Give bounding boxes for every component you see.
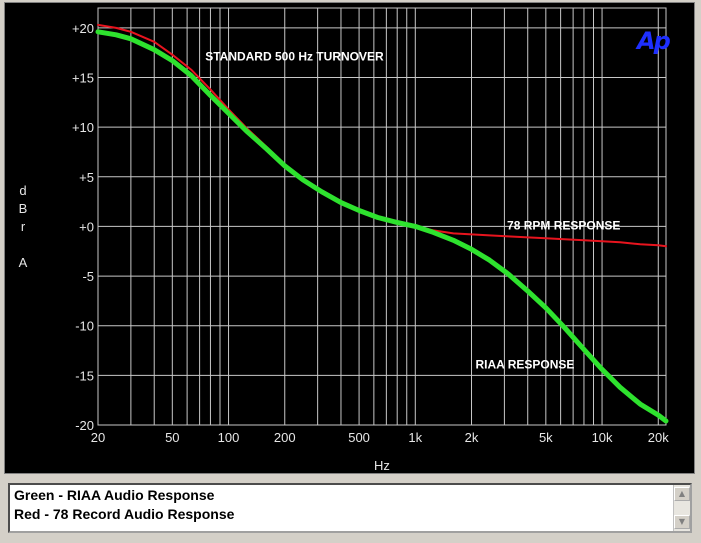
x-tick-label: 50 bbox=[165, 430, 179, 445]
x-tick-label: 500 bbox=[348, 430, 370, 445]
scroll-up-button[interactable]: ▲ bbox=[674, 487, 690, 501]
y-axis-label-char: r bbox=[21, 219, 26, 234]
x-tick-label: 200 bbox=[274, 430, 296, 445]
legend-line-green: Green - RIAA Audio Response bbox=[14, 487, 215, 503]
legend-panel: Green - RIAA Audio Response Red - 78 Rec… bbox=[8, 483, 692, 533]
y-tick-label: -10 bbox=[75, 319, 94, 334]
y-axis-label-char: d bbox=[19, 183, 26, 198]
annotation-standard-turnover: STANDARD 500 Hz TURNOVER bbox=[205, 50, 384, 64]
y-tick-label: +0 bbox=[79, 219, 94, 234]
ap-logo: Ap bbox=[637, 27, 671, 55]
y-tick-label: +20 bbox=[72, 21, 94, 36]
x-axis-label: Hz bbox=[374, 458, 390, 473]
annotation-78-rpm: 78 RPM RESPONSE bbox=[507, 218, 620, 232]
x-tick-label: 20 bbox=[91, 430, 105, 445]
x-tick-label: 10k bbox=[592, 430, 613, 445]
y-axis-label-char: B bbox=[19, 201, 28, 216]
x-tick-label: 5k bbox=[539, 430, 553, 445]
y-tick-label: +10 bbox=[72, 120, 94, 135]
annotation-riaa: RIAA RESPONSE bbox=[475, 357, 574, 371]
y-tick-label: -20 bbox=[75, 418, 94, 433]
x-tick-label: 100 bbox=[218, 430, 240, 445]
y-axis-label-char: A bbox=[19, 255, 28, 270]
y-tick-label: -5 bbox=[82, 269, 94, 284]
x-tick-label: 2k bbox=[465, 430, 479, 445]
y-tick-label: +15 bbox=[72, 71, 94, 86]
x-tick-label: 1k bbox=[408, 430, 422, 445]
graph-panel: +20 +15 +10 +5 +0 -5 -10 -15 -20 20 50 100 200 500 1k 2… bbox=[4, 2, 695, 474]
y-tick-label: -15 bbox=[75, 368, 94, 383]
x-tick-label: 20k bbox=[648, 430, 669, 445]
y-tick-label: +5 bbox=[79, 170, 94, 185]
scroll-down-button[interactable]: ▼ bbox=[674, 515, 690, 529]
series-riaa-line bbox=[95, 29, 669, 424]
legend-scrollbar[interactable]: ▲ ▼ bbox=[673, 485, 690, 531]
plot-frame bbox=[97, 7, 667, 426]
legend-line-red: Red - 78 Record Audio Response bbox=[14, 506, 235, 522]
